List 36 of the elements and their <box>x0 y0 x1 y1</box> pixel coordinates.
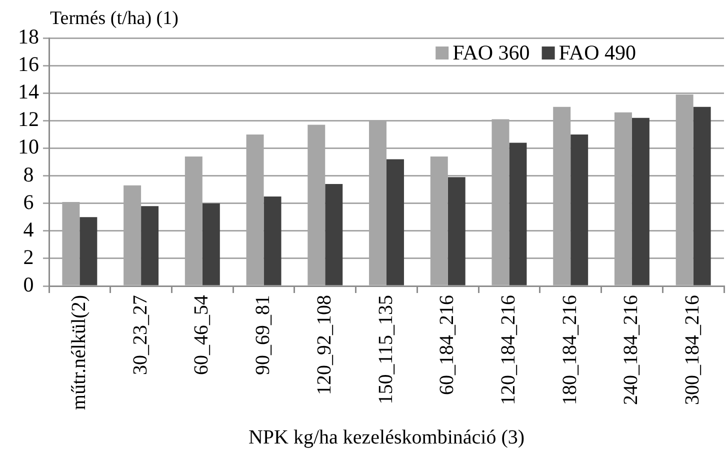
y-tick-label: 6 <box>23 190 34 214</box>
x-tick-label: 60_184_216 <box>436 295 458 395</box>
y-tick-label: 2 <box>23 244 34 269</box>
bar <box>325 184 343 286</box>
y-tick-label: 8 <box>23 162 34 186</box>
bar <box>509 142 527 286</box>
x-tick-label: 180_184_216 <box>558 295 581 405</box>
y-tick-label: 18 <box>18 24 39 49</box>
x-tick-label: 240_184_216 <box>620 295 642 405</box>
y-tick-label: 16 <box>18 52 39 76</box>
y-tick-label: 4 <box>23 217 34 242</box>
bar <box>693 106 711 286</box>
legend-label: FAO 490 <box>558 40 636 65</box>
x-tick-label: 120_184_216 <box>497 295 520 405</box>
x-tick-label: 120_92_108 <box>313 295 336 395</box>
y-tick-label: 10 <box>18 134 39 159</box>
bar <box>632 118 650 286</box>
x-tick-label: műtr.nélkül(2) <box>68 295 90 410</box>
x-tick-label: 30_23_27 <box>129 295 152 375</box>
bar <box>80 217 98 286</box>
y-tick-label: 14 <box>18 80 40 104</box>
bar <box>386 159 404 286</box>
x-tick-label: 90_69_81 <box>252 295 274 375</box>
x-tick-label: 300_184_216 <box>682 295 704 405</box>
bar <box>141 206 159 286</box>
y-tick-label: 12 <box>18 107 39 132</box>
bar <box>570 134 588 286</box>
bar <box>202 203 220 286</box>
legend-label: FAO 360 <box>452 40 530 65</box>
x-tick-label: 150_115_135 <box>374 295 397 404</box>
y-axis-title: Termés (t/ha) (1) <box>50 8 178 29</box>
y-tick-label: 0 <box>23 272 34 297</box>
bar <box>448 177 466 286</box>
x-tick-label: 60_46_54 <box>190 295 213 375</box>
x-axis-title: NPK kg/ha kezeléskombináció (3) <box>248 426 525 448</box>
bar <box>264 196 282 286</box>
